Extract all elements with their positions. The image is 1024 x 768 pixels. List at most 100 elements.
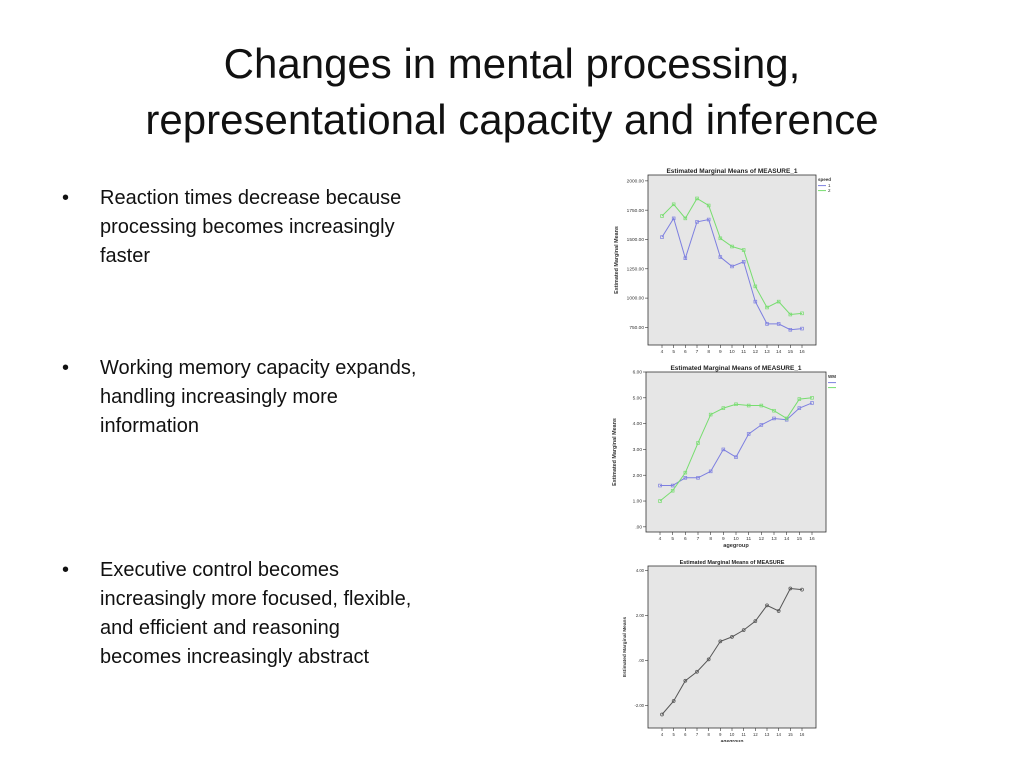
- x-tick-label: 6: [684, 349, 687, 355]
- chart-working-memory: Estimated Marginal Means of MEASURE_1 6 .0…: [606, 362, 841, 557]
- x-tick-label: 12: [759, 536, 765, 542]
- bullet-line: becomes increasingly abstract: [100, 646, 370, 668]
- x-tick-label: 12: [753, 349, 759, 355]
- y-tick-label: 4.00: [633, 421, 643, 427]
- series-line: [661, 217, 803, 331]
- data-point: [658, 483, 662, 488]
- bullet-line: Executive control becomes: [100, 559, 340, 581]
- data-point: [772, 416, 776, 421]
- data-point: [765, 603, 769, 608]
- y-axis-label: Estimated Marginal Means: [622, 617, 628, 678]
- data-point: [776, 609, 781, 613]
- data-point: [718, 236, 723, 241]
- data-point: [683, 470, 688, 475]
- x-tick-label: 10: [730, 732, 735, 737]
- chart-title: Estimated Marginal Means of MEASURE_1: [670, 365, 801, 372]
- data-point: [734, 455, 738, 459]
- data-point: [708, 469, 713, 474]
- data-point: [718, 639, 723, 644]
- data-point: [753, 299, 758, 304]
- plot-area: [645, 371, 827, 533]
- data-point: [741, 248, 746, 252]
- data-point: [800, 311, 804, 316]
- y-axis-label: Estimated Marginal Means: [612, 418, 618, 486]
- data-point: [753, 619, 758, 623]
- x-tick-label: 7: [696, 732, 699, 737]
- bullet-line: faster: [100, 245, 151, 267]
- chart-speed-svg: Estimated Marginal Means of MEASURE_1 200…: [614, 168, 831, 362]
- data-point: [810, 396, 814, 400]
- data-point: [658, 499, 662, 503]
- x-tick-label: 13: [771, 536, 777, 542]
- x-tick-label: 8: [709, 536, 712, 542]
- legend-label: 2: [828, 188, 831, 193]
- y-tick-label: 1500.00: [627, 237, 645, 243]
- x-tick-label: 12: [753, 732, 758, 737]
- data-point: [746, 403, 751, 408]
- data-point: [671, 202, 676, 207]
- x-tick-label: 8: [707, 732, 710, 737]
- x-axis-label: agegroup: [723, 543, 749, 549]
- x-tick-label: 4: [659, 536, 662, 542]
- x-tick-label: 10: [733, 536, 739, 542]
- chart-title: Estimated Marginal Means of MEASURE_1: [666, 168, 797, 175]
- data-point: [800, 587, 804, 592]
- y-tick-label: 1750.00: [627, 208, 645, 214]
- data-point: [741, 628, 746, 632]
- chart-working-memory-svg: Estimated Marginal Means of MEASURE_1 6 .0…: [612, 365, 841, 549]
- y-tick-label: 2.00: [633, 473, 643, 479]
- x-axis-label: agegroup: [721, 739, 744, 742]
- x-tick-label: 11: [741, 732, 746, 737]
- x-tick-label: 10: [729, 349, 735, 355]
- data-point: [683, 216, 688, 221]
- data-point: [730, 635, 734, 639]
- chart-executive-control: Estimated Marginal Means of MEASURE 4.00 2…: [618, 556, 828, 747]
- chart-title: Estimated Marginal Means of MEASURE: [680, 560, 785, 566]
- data-point: [734, 402, 738, 407]
- slide-title-line-2: representational capacity and inference: [145, 96, 879, 143]
- bullet-line: information: [100, 415, 199, 437]
- plot-area: [647, 174, 817, 346]
- data-point: [765, 322, 769, 326]
- y-tick-label: .00: [635, 524, 642, 530]
- y-tick-label: .00: [638, 658, 644, 663]
- data-point: [660, 214, 664, 218]
- data-point: [741, 260, 746, 264]
- x-tick-label: 14: [776, 349, 782, 355]
- x-tick-label: 6: [684, 536, 687, 542]
- slide-title: Changes in mental processing, representa…: [60, 36, 964, 148]
- x-tick-label: 9: [719, 732, 722, 737]
- data-point: [730, 264, 734, 269]
- data-point: [671, 216, 676, 221]
- bullet-line: and efficient and reasoning: [100, 617, 340, 639]
- x-tick-label: 9: [719, 349, 722, 355]
- data-point: [696, 441, 700, 445]
- bullet-dot-icon: •: [62, 559, 70, 581]
- x-tick-label: 5: [672, 732, 675, 737]
- chart-executive-control-svg: Estimated Marginal Means of MEASURE4.002…: [622, 560, 817, 745]
- x-tick-label: 15: [797, 536, 803, 542]
- legend-title: speed: [818, 177, 831, 182]
- slide-title-line-1: Changes in mental processing,: [223, 40, 801, 87]
- data-point: [810, 401, 814, 405]
- x-tick-label: 8: [707, 349, 710, 355]
- y-tick-label: 3.00: [633, 447, 643, 453]
- bullet-dot-icon: •: [62, 357, 70, 379]
- data-point: [696, 476, 700, 480]
- x-tick-label: 5: [671, 536, 674, 542]
- x-tick-label: 11: [746, 536, 751, 542]
- y-tick-label: 1000.00: [627, 296, 645, 302]
- x-tick-label: 13: [764, 349, 770, 355]
- series-line: [661, 587, 803, 715]
- x-tick-label: 9: [722, 536, 725, 542]
- bullet-item-working-memory: • Working memory capacity expands, handl…: [62, 354, 502, 441]
- data-point: [721, 406, 726, 410]
- legend-title: WM: [828, 374, 836, 379]
- y-tick-label: 4.00: [636, 568, 645, 573]
- data-point: [746, 432, 751, 436]
- data-point: [788, 328, 793, 332]
- y-tick-label: 1250.00: [627, 266, 645, 272]
- x-tick-label: 13: [765, 732, 770, 737]
- data-point: [660, 712, 664, 717]
- data-point: [706, 203, 711, 208]
